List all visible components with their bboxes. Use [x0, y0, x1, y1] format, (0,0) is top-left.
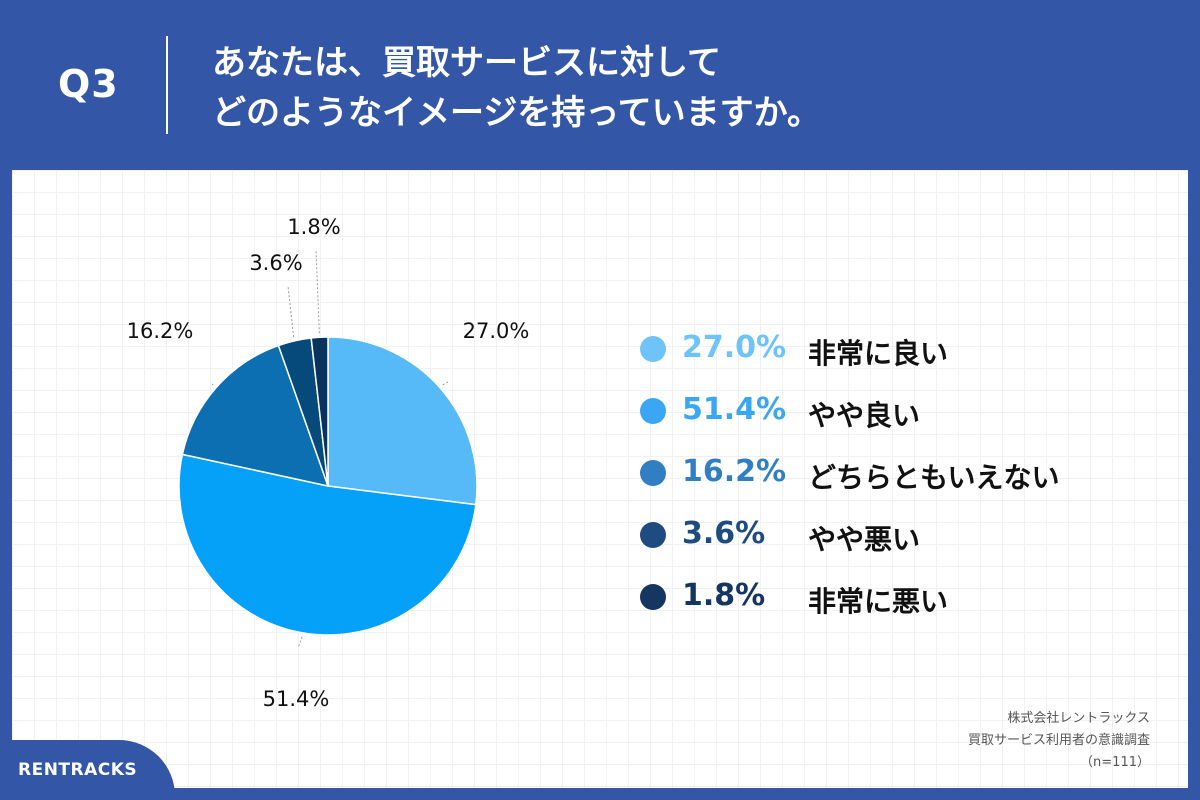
- legend-item-neutral: 16.2% どちらともいえない: [640, 454, 1160, 516]
- legend-value-somewhat-good: 51.4%: [682, 392, 787, 427]
- pie-slice-neutral: [181, 344, 330, 488]
- legend-dot-neutral: [640, 460, 666, 486]
- brand-logo: RENTRACKS: [18, 760, 138, 780]
- leader-line-very-bad: [315, 249, 320, 334]
- pie-slice-very-good: [327, 336, 478, 506]
- legend-dot-somewhat-good: [640, 398, 666, 424]
- legend-label-somewhat-good: やや良い: [808, 399, 921, 432]
- legend-value-neutral: 16.2%: [682, 454, 787, 489]
- legend-item-very-good: 27.0% 非常に良い: [640, 330, 1160, 392]
- question-title-line-2: どのようなイメージを持っていますか。: [212, 93, 821, 133]
- leader-line-neutral: [211, 383, 214, 386]
- brand-tab: RENTRACKS: [0, 740, 175, 800]
- chart-panel: 27.0% 51.4% 16.2% 3.6% 1.8% 27.0% 非常に良い 51.4…: [12, 170, 1188, 788]
- legend-value-very-bad: 1.8%: [682, 578, 766, 613]
- legend-value-somewhat-bad: 3.6%: [682, 516, 766, 551]
- legend-label-somewhat-bad: やや悪い: [808, 523, 921, 556]
- legend-item-somewhat-good: 51.4% やや良い: [640, 392, 1160, 454]
- source-sample-size: （n=111）: [1080, 755, 1150, 770]
- leader-line-very-good: [442, 381, 449, 386]
- legend-dot-very-good: [640, 336, 666, 362]
- header-divider: [166, 36, 168, 134]
- legend-item-somewhat-bad: 3.6% やや悪い: [640, 516, 1160, 578]
- header: Q3 あなたは、買取サービスに対して どのようなイメージを持っていますか。: [0, 0, 1200, 170]
- legend: 27.0% 非常に良い 51.4% やや良い 16.2% どちらともいえない 3…: [640, 330, 1160, 640]
- legend-dot-somewhat-bad: [640, 522, 666, 548]
- legend-label-very-bad: 非常に悪い: [808, 585, 949, 618]
- question-number: Q3: [58, 62, 119, 106]
- pie-label-very-bad: 1.8%: [287, 215, 340, 239]
- source-company: 株式会社レントラックス: [1007, 711, 1150, 726]
- legend-item-very-bad: 1.8% 非常に悪い: [640, 578, 1160, 640]
- pie-label-somewhat-bad: 3.6%: [249, 251, 302, 275]
- pie-label-somewhat-good: 51.4%: [263, 687, 330, 711]
- leader-line-somewhat-good: [297, 636, 303, 649]
- source-note: 株式会社レントラックス 買取サービス利用者の意識調査 （n=111）: [890, 708, 1150, 774]
- legend-label-very-good: 非常に良い: [808, 337, 949, 370]
- leader-line-somewhat-bad: [287, 285, 295, 337]
- question-title: あなたは、買取サービスに対して どのようなイメージを持っていますか。: [212, 38, 1172, 138]
- pie-label-very-good: 27.0%: [463, 319, 530, 343]
- question-title-line-1: あなたは、買取サービスに対して: [212, 43, 721, 83]
- pie-label-neutral: 16.2%: [127, 319, 194, 343]
- pie-slice-very-bad: [310, 336, 329, 487]
- pie-chart: 27.0% 51.4% 16.2% 3.6% 1.8%: [127, 215, 530, 711]
- source-survey: 買取サービス利用者の意識調査: [967, 733, 1150, 748]
- pie-slice-somewhat-good: [178, 453, 477, 636]
- legend-value-very-good: 27.0%: [682, 330, 787, 365]
- legend-dot-very-bad: [640, 584, 666, 610]
- legend-label-neutral: どちらともいえない: [808, 461, 1060, 494]
